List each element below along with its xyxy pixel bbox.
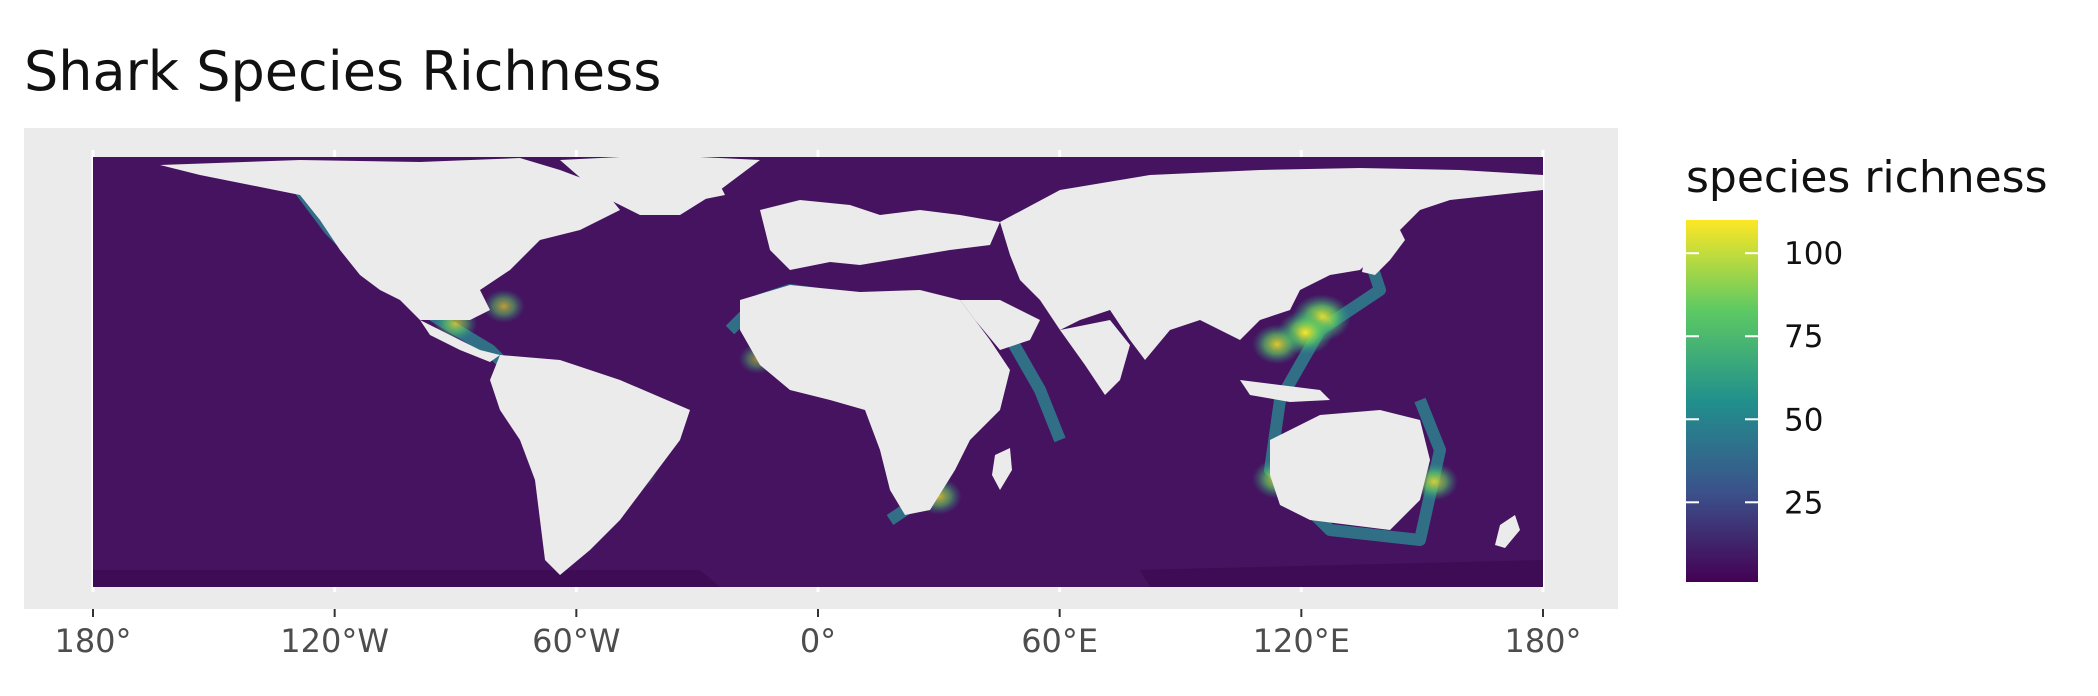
legend-ticks: 100 75 50 25 bbox=[1686, 236, 1843, 521]
south-america bbox=[490, 355, 690, 575]
australia bbox=[1270, 410, 1430, 530]
x-axis: 180° 120°W 60°W 0° 60°E 120°E 180° bbox=[54, 609, 1582, 660]
legend-colorbar bbox=[1686, 220, 1758, 582]
madagascar bbox=[992, 448, 1012, 490]
legend-tick-label-1: 75 bbox=[1784, 319, 1823, 355]
x-tick-label-6: 180° bbox=[1504, 622, 1581, 660]
greenland bbox=[560, 157, 760, 215]
africa bbox=[740, 285, 1010, 515]
new-zealand bbox=[1495, 515, 1520, 548]
arabia bbox=[960, 300, 1040, 350]
north-america bbox=[160, 158, 620, 320]
uk bbox=[775, 215, 795, 240]
x-tick-label-3: 0° bbox=[800, 622, 836, 660]
legend-tick-label-2: 50 bbox=[1784, 402, 1823, 438]
chart-title: Shark Species Richness bbox=[24, 40, 662, 103]
x-tick-label-0: 180° bbox=[54, 622, 131, 660]
europe bbox=[760, 200, 1000, 270]
x-tick-label-5: 120°E bbox=[1253, 622, 1350, 660]
hotspot-7 bbox=[482, 289, 525, 323]
southern-ocean-band-east bbox=[1140, 560, 1543, 587]
legend-tick-label-3: 25 bbox=[1784, 485, 1823, 521]
map-layer bbox=[93, 157, 1543, 587]
iceland bbox=[690, 185, 725, 200]
central-america bbox=[420, 320, 500, 362]
x-tick-label-1: 120°W bbox=[280, 622, 389, 660]
hotspot-2 bbox=[1252, 324, 1303, 365]
southern-ocean-band bbox=[93, 570, 720, 587]
japan bbox=[1362, 230, 1405, 275]
legend-title: species richness bbox=[1686, 152, 2048, 203]
indonesia bbox=[1240, 380, 1330, 402]
asia bbox=[1000, 168, 1543, 360]
legend-tick-label-0: 100 bbox=[1784, 236, 1843, 272]
x-tick-label-2: 60°W bbox=[532, 622, 620, 660]
india bbox=[1060, 320, 1130, 395]
land-masses bbox=[160, 157, 1543, 575]
x-tick-label-4: 60°E bbox=[1021, 622, 1098, 660]
